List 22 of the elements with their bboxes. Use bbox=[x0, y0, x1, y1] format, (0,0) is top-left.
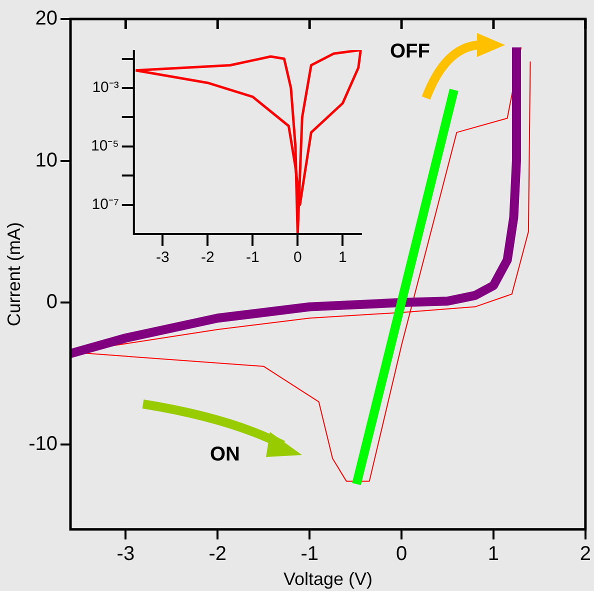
y-tick-label: 0 bbox=[46, 291, 58, 314]
y-tick-label: -10 bbox=[28, 432, 58, 455]
annotation: ON bbox=[210, 444, 240, 466]
x-tick-label: -2 bbox=[208, 542, 227, 565]
annotation: OFF bbox=[390, 40, 430, 63]
x-tick-label: -3 bbox=[156, 249, 170, 266]
x-tick-label: -2 bbox=[201, 249, 214, 266]
y-tick-label: 10⁻⁷ bbox=[92, 196, 119, 213]
y-axis-title: Current (mA) bbox=[4, 222, 24, 326]
y-tick-label: 10⁻⁵ bbox=[90, 138, 119, 155]
y-tick-label: 20 bbox=[35, 8, 58, 30]
x-tick-label: -1 bbox=[246, 249, 260, 266]
x-tick-label: -3 bbox=[116, 542, 135, 565]
x-axis-title: Voltage (V) bbox=[283, 569, 373, 590]
x-tick-label: 1 bbox=[488, 542, 500, 565]
y-tick-label: 10 bbox=[35, 149, 58, 172]
x-tick-label: -1 bbox=[300, 542, 318, 565]
x-tick-label: 2 bbox=[580, 542, 591, 565]
x-tick-label: 1 bbox=[338, 249, 347, 266]
x-tick-label: 0 bbox=[293, 249, 302, 266]
y-tick-label: 10⁻³ bbox=[92, 79, 119, 96]
x-tick-label: 0 bbox=[396, 542, 408, 565]
